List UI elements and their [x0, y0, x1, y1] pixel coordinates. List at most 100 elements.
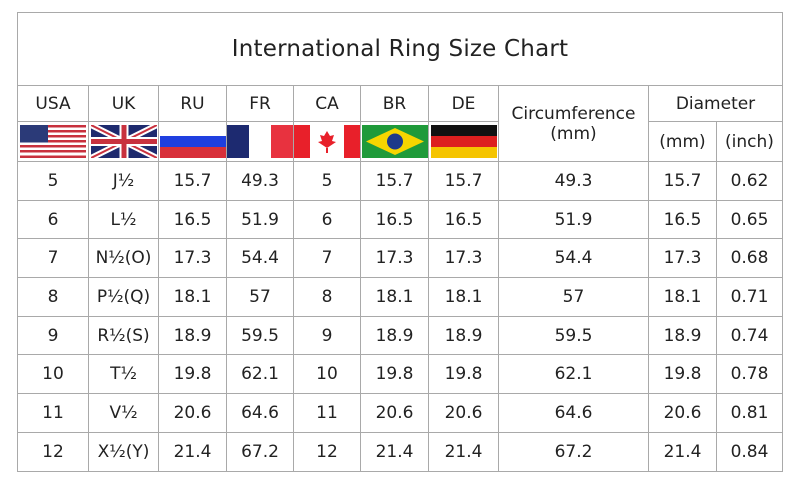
cell-circumference-mm: 49.3 [498, 161, 649, 201]
cell-diameter-mm: 18.9 [648, 315, 717, 356]
cell-diameter-mm: 16.5 [648, 199, 717, 240]
cell-de: 15.7 [428, 161, 499, 201]
cell-diameter-inch: 0.81 [716, 393, 783, 433]
cell-usa: 10 [17, 354, 89, 395]
cell-circumference-mm: 57 [498, 277, 649, 317]
cell-br: 15.7 [360, 161, 429, 201]
cell-fr: 49.3 [226, 161, 294, 201]
cell-diameter-mm: 15.7 [648, 161, 717, 201]
cell-fr: 51.9 [226, 199, 294, 240]
cell-circumference-mm: 62.1 [498, 354, 649, 395]
cell-uk: P½(Q) [88, 277, 159, 317]
cell-br: 21.4 [360, 431, 429, 472]
header-diameter-inch: (inch) [716, 121, 783, 162]
cell-circumference-mm: 59.5 [498, 315, 649, 356]
cell-ru: 16.5 [158, 199, 227, 240]
cell-diameter-mm: 20.6 [648, 393, 717, 433]
cell-de: 21.4 [428, 431, 499, 472]
cell-ca: 11 [293, 393, 361, 433]
cell-br: 17.3 [360, 238, 429, 279]
header-uk: UK [88, 85, 159, 122]
cell-diameter-mm: 21.4 [648, 431, 717, 472]
cell-circumference-mm: 64.6 [498, 393, 649, 433]
table-row: 9 R½(S) 18.9 59.5 9 18.9 18.9 59.5 18.9 0.74 [17, 315, 783, 356]
cell-ca: 8 [293, 277, 361, 317]
cell-fr: 62.1 [226, 354, 294, 395]
cell-uk: X½(Y) [88, 431, 159, 472]
header-diameter-mm: (mm) [648, 121, 717, 162]
cell-usa: 6 [17, 199, 89, 240]
cell-ca: 5 [293, 161, 361, 201]
cell-de: 16.5 [428, 199, 499, 240]
cell-ca: 6 [293, 199, 361, 240]
cell-de: 17.3 [428, 238, 499, 279]
table-row: 8 P½(Q) 18.1 57 8 18.1 18.1 57 18.1 0.71 [17, 277, 783, 317]
cell-br: 20.6 [360, 393, 429, 433]
header-ca: CA [293, 85, 361, 122]
cell-de: 20.6 [428, 393, 499, 433]
cell-de: 18.1 [428, 277, 499, 317]
cell-ru: 20.6 [158, 393, 227, 433]
cell-ca: 10 [293, 354, 361, 395]
cell-uk: V½ [88, 393, 159, 433]
cell-de: 18.9 [428, 315, 499, 356]
cell-br: 19.8 [360, 354, 429, 395]
header-diameter: Diameter [648, 85, 783, 122]
cell-de: 19.8 [428, 354, 499, 395]
cell-circumference-mm: 67.2 [498, 431, 649, 472]
table-row: 7 N½(O) 17.3 54.4 7 17.3 17.3 54.4 17.3 0.68 [17, 238, 783, 279]
cell-diameter-inch: 0.84 [716, 431, 783, 472]
cell-usa: 7 [17, 238, 89, 279]
cell-uk: R½(S) [88, 315, 159, 356]
cell-ru: 21.4 [158, 431, 227, 472]
cell-fr: 64.6 [226, 393, 294, 433]
cell-diameter-inch: 0.78 [716, 354, 783, 395]
header-usa: USA [17, 85, 89, 122]
table-row: 5 J½ 15.7 49.3 5 15.7 15.7 49.3 15.7 0.62 [17, 161, 783, 201]
france-flag-icon [226, 121, 294, 162]
cell-diameter-mm: 19.8 [648, 354, 717, 395]
cell-circumference-mm: 51.9 [498, 199, 649, 240]
cell-ru: 18.1 [158, 277, 227, 317]
cell-fr: 57 [226, 277, 294, 317]
cell-uk: J½ [88, 161, 159, 201]
cell-ru: 15.7 [158, 161, 227, 201]
cell-fr: 59.5 [226, 315, 294, 356]
cell-ru: 19.8 [158, 354, 227, 395]
cell-br: 18.1 [360, 277, 429, 317]
cell-fr: 54.4 [226, 238, 294, 279]
cell-ca: 7 [293, 238, 361, 279]
usa-flag-icon [17, 121, 89, 162]
cell-br: 18.9 [360, 315, 429, 356]
cell-diameter-mm: 18.1 [648, 277, 717, 317]
header-circumference: Circumference (mm) [498, 85, 649, 162]
cell-usa: 12 [17, 431, 89, 472]
header-br: BR [360, 85, 429, 122]
chart-title: International Ring Size Chart [17, 12, 783, 86]
ring-size-table-container: International Ring Size Chart USA UK RU … [17, 12, 783, 472]
cell-circumference-mm: 54.4 [498, 238, 649, 279]
table-row: 10 T½ 19.8 62.1 10 19.8 19.8 62.1 19.8 0.78 [17, 354, 783, 395]
table-row: 12 X½(Y) 21.4 67.2 12 21.4 21.4 67.2 21.4 0.84 [17, 431, 783, 472]
cell-usa: 8 [17, 277, 89, 317]
cell-diameter-inch: 0.65 [716, 199, 783, 240]
circumference-label: Circumference [511, 103, 636, 124]
cell-usa: 5 [17, 161, 89, 201]
ring-size-table: International Ring Size Chart USA UK RU … [17, 12, 783, 472]
table-row: 11 V½ 20.6 64.6 11 20.6 20.6 64.6 20.6 0.81 [17, 393, 783, 433]
russia-flag-icon [158, 121, 227, 162]
cell-uk: N½(O) [88, 238, 159, 279]
cell-diameter-inch: 0.62 [716, 161, 783, 201]
cell-usa: 9 [17, 315, 89, 356]
header-de: DE [428, 85, 499, 122]
cell-usa: 11 [17, 393, 89, 433]
cell-ca: 9 [293, 315, 361, 356]
circumference-unit: (mm) [550, 123, 597, 144]
table-row: 6 L½ 16.5 51.9 6 16.5 16.5 51.9 16.5 0.65 [17, 199, 783, 240]
cell-ca: 12 [293, 431, 361, 472]
canada-flag-icon [293, 121, 361, 162]
brazil-flag-icon [360, 121, 429, 162]
germany-flag-icon [428, 121, 499, 162]
header-ru: RU [158, 85, 227, 122]
cell-fr: 67.2 [226, 431, 294, 472]
